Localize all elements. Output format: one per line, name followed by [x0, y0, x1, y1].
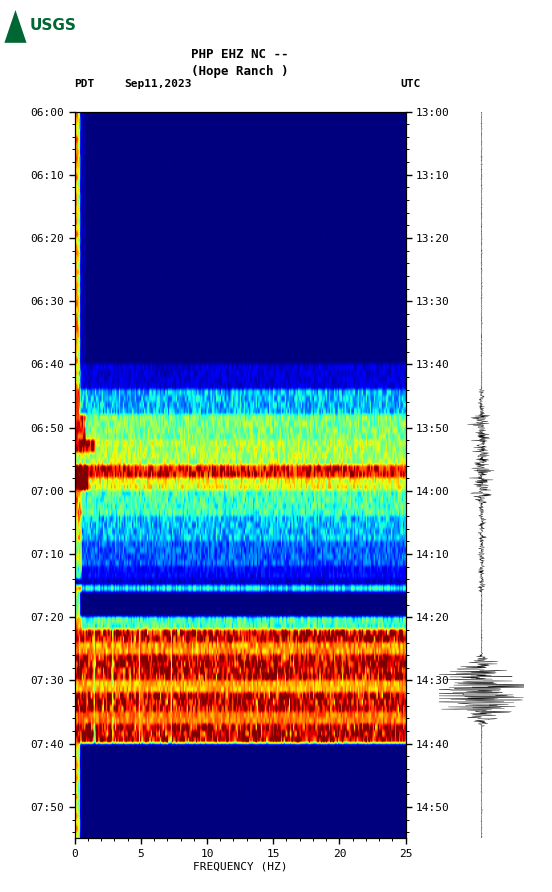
Text: (Hope Ranch ): (Hope Ranch ) [192, 65, 289, 78]
Text: PHP EHZ NC --: PHP EHZ NC -- [192, 47, 289, 61]
Text: UTC: UTC [400, 79, 421, 89]
X-axis label: FREQUENCY (HZ): FREQUENCY (HZ) [193, 862, 288, 871]
Text: USGS: USGS [29, 19, 76, 34]
Text: PDT: PDT [75, 79, 95, 89]
Polygon shape [4, 10, 26, 43]
Text: Sep11,2023: Sep11,2023 [124, 79, 192, 89]
